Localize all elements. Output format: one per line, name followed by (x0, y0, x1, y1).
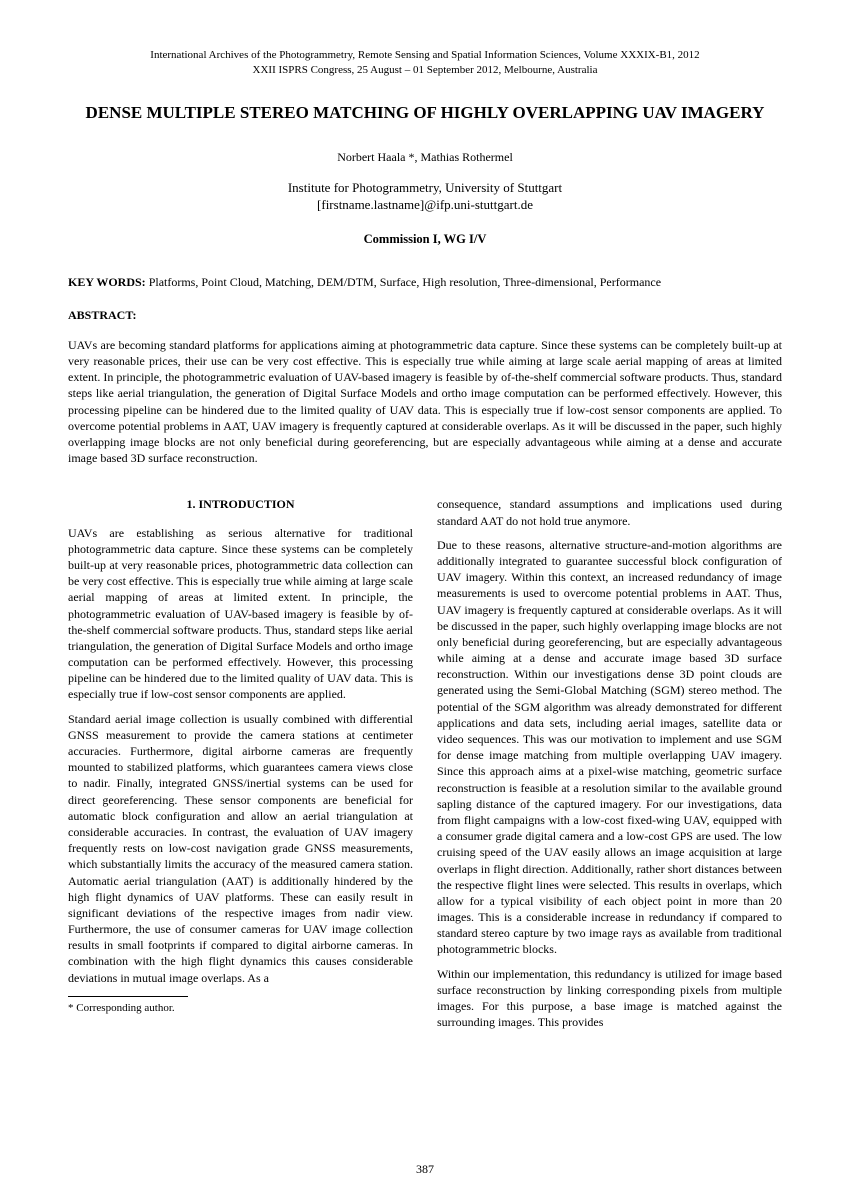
right-para-1: consequence, standard assumptions and im… (437, 496, 782, 528)
right-para-2: Due to these reasons, alternative struct… (437, 537, 782, 958)
keywords: KEY WORDS: Platforms, Point Cloud, Match… (68, 275, 782, 290)
footnote-separator (68, 996, 188, 997)
left-column: 1. INTRODUCTION UAVs are establishing as… (68, 496, 413, 1038)
body-columns: 1. INTRODUCTION UAVs are establishing as… (68, 496, 782, 1038)
page-number: 387 (0, 1162, 850, 1177)
affiliation-line1: Institute for Photogrammetry, University… (68, 179, 782, 197)
section-heading-introduction: 1. INTRODUCTION (68, 496, 413, 512)
header-line2: XXII ISPRS Congress, 25 August – 01 Sept… (68, 63, 782, 78)
intro-para-2: Standard aerial image collection is usua… (68, 711, 413, 986)
intro-para-1: UAVs are establishing as serious alterna… (68, 525, 413, 703)
affiliation: Institute for Photogrammetry, University… (68, 179, 782, 214)
abstract-label: ABSTRACT: (68, 308, 782, 323)
keywords-label: KEY WORDS: (68, 275, 146, 289)
header-line1: International Archives of the Photogramm… (68, 48, 782, 63)
footnote: * Corresponding author. (68, 1001, 413, 1016)
affiliation-line2: [firstname.lastname]@ifp.uni-stuttgart.d… (68, 196, 782, 214)
right-column: consequence, standard assumptions and im… (437, 496, 782, 1038)
authors: Norbert Haala *, Mathias Rothermel (68, 150, 782, 165)
paper-title: DENSE MULTIPLE STEREO MATCHING OF HIGHLY… (68, 102, 782, 124)
commission: Commission I, WG I/V (68, 232, 782, 247)
keywords-text: Platforms, Point Cloud, Matching, DEM/DT… (146, 275, 661, 289)
abstract-text: UAVs are becoming standard platforms for… (68, 337, 782, 467)
right-para-3: Within our implementation, this redundan… (437, 966, 782, 1031)
conference-header: International Archives of the Photogramm… (68, 48, 782, 78)
